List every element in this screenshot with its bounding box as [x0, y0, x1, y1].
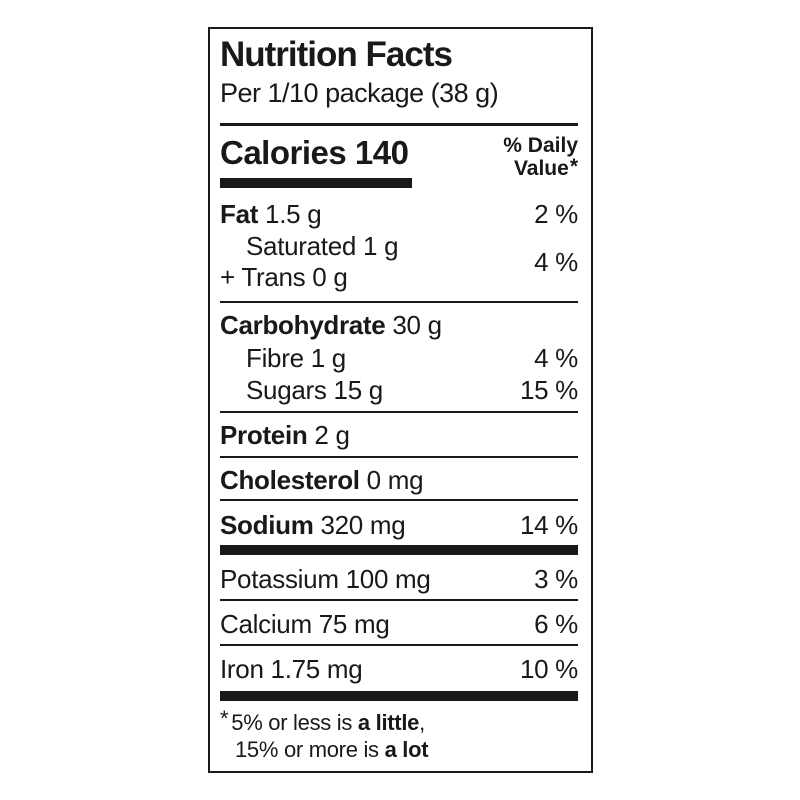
nutrient-name: Potassium: [220, 564, 339, 594]
nutrient-name: Sodium: [220, 510, 314, 540]
divider: [220, 599, 578, 601]
nutrient-name-amount: Fibre 1 g: [220, 342, 346, 374]
nutrient-name: Saturated: [246, 231, 357, 261]
trans-line: + Trans 0 g: [220, 262, 398, 293]
footnote-line2: 15% or more is a lot: [220, 736, 578, 763]
nutrient-row-sodium: Sodium 320 mg 14 %: [220, 509, 578, 542]
nutrient-row-calcium: Calcium 75 mg 6 %: [220, 608, 578, 641]
daily-value: 3 %: [534, 564, 578, 594]
nutrient-amount: 75 mg: [318, 609, 390, 639]
nutrition-facts-label: Nutrition Facts Per 1/10 package (38 g) …: [208, 27, 593, 773]
daily-value: 15 %: [519, 375, 578, 405]
calories-underline-bar: [220, 178, 412, 188]
calories-label: Calories: [220, 134, 347, 171]
calories-value: 140: [354, 134, 409, 171]
daily-value: 14 %: [519, 510, 578, 540]
calories: Calories 140: [220, 132, 409, 178]
nutrient-amount: 0 mg: [366, 465, 424, 495]
nutrient-row-cholesterol: Cholesterol 0 mg: [220, 464, 578, 497]
nutrient-row-saturated-trans: Saturated 1 g + Trans 0 g 4 %: [220, 231, 578, 293]
daily-value-header-line2: Value*: [503, 155, 578, 180]
nutrient-amount: 1 g: [363, 231, 399, 261]
footnote-line2-bold: a lot: [384, 737, 429, 762]
daily-value: 10 %: [519, 654, 578, 684]
nutrient-row-fat: Fat 1.5 g 2 %: [220, 198, 578, 231]
nutrient-amount: 320 mg: [320, 510, 406, 540]
plus-sign: +: [220, 262, 235, 292]
nutrient-amount: 30 g: [392, 310, 442, 340]
daily-value-header-line2-text: Value: [513, 157, 569, 180]
nutrient-row-potassium: Potassium 100 mg 3 %: [220, 563, 578, 596]
nutrient-name: Calcium: [220, 609, 312, 639]
footnote-asterisk: *: [220, 706, 229, 731]
nutrient-name-amount: Calcium 75 mg: [220, 608, 390, 641]
calories-row: Calories 140 % Daily Value*: [220, 132, 578, 180]
divider: [220, 456, 578, 458]
nutrient-name-amount: Fat 1.5 g: [220, 198, 322, 231]
thick-divider: [220, 545, 578, 555]
nutrient-name-amount: Sodium 320 mg: [220, 509, 406, 542]
nutrient-row-sugars: Sugars 15 g 15 %: [220, 374, 578, 406]
nutrient-name-amount: Sugars 15 g: [220, 374, 383, 406]
saturated-trans-lines: Saturated 1 g + Trans 0 g: [220, 231, 399, 293]
nutrient-name: Sugars: [246, 375, 327, 405]
nutrient-name-amount: Cholesterol 0 mg: [220, 464, 424, 497]
nutrient-name-amount: Carbohydrate 30 g: [220, 309, 442, 342]
nutrient-name-amount: Protein 2 g: [220, 419, 350, 452]
nutrient-name: Protein: [220, 420, 308, 450]
nutrient-amount: 0 g: [312, 262, 348, 292]
serving-size: Per 1/10 package (38 g): [220, 78, 499, 108]
footnote-line1-bold: a little: [357, 710, 420, 735]
nutrient-amount: 15 g: [333, 375, 384, 405]
nutrient-amount: 1.75 mg: [270, 654, 363, 684]
footnote-line1: * 5% or less is a little,: [220, 706, 578, 736]
nutrient-row-fibre: Fibre 1 g 4 %: [220, 342, 578, 374]
nutrient-name-amount: Iron 1.75 mg: [220, 653, 363, 686]
divider: [220, 301, 578, 303]
daily-value-header: % Daily Value*: [503, 132, 578, 180]
daily-value-asterisk: *: [569, 155, 578, 178]
footnote: * 5% or less is a little, 15% or more is …: [220, 706, 578, 763]
nutrient-row-protein: Protein 2 g: [220, 419, 578, 452]
nutrient-row-iron: Iron 1.75 mg 10 %: [220, 653, 578, 686]
daily-value-header-line1: % Daily: [503, 134, 578, 157]
nutrient-name: Fat: [220, 199, 259, 229]
daily-value: 4 %: [534, 343, 578, 373]
footnote-line1-suffix: ,: [419, 710, 425, 735]
nutrient-row-carbohydrate: Carbohydrate 30 g: [220, 309, 578, 342]
label-title: Nutrition Facts: [220, 35, 453, 74]
nutrient-name: Cholesterol: [220, 465, 360, 495]
daily-value: 6 %: [534, 609, 578, 639]
thick-divider: [220, 691, 578, 701]
divider: [220, 411, 578, 413]
divider: [220, 499, 578, 501]
nutrient-amount: 2 g: [314, 420, 350, 450]
nutrient-name-amount: Potassium 100 mg: [220, 563, 431, 596]
saturated-line: Saturated 1 g: [220, 231, 399, 262]
divider-header: [220, 123, 578, 126]
nutrient-amount: 100 mg: [345, 564, 431, 594]
nutrient-amount: 1.5 g: [265, 199, 322, 229]
divider: [220, 644, 578, 646]
footnote-line1-text: 5% or less is: [231, 710, 358, 735]
daily-value: 4 %: [534, 246, 578, 277]
footnote-line2-text: 15% or more is: [235, 737, 385, 762]
daily-value: 2 %: [534, 199, 578, 229]
nutrient-name: Iron: [220, 654, 264, 684]
nutrient-amount: 1 g: [310, 343, 347, 373]
nutrient-name: Fibre: [246, 343, 304, 373]
nutrient-name: Carbohydrate: [220, 310, 386, 340]
nutrient-name: Trans: [241, 262, 306, 292]
